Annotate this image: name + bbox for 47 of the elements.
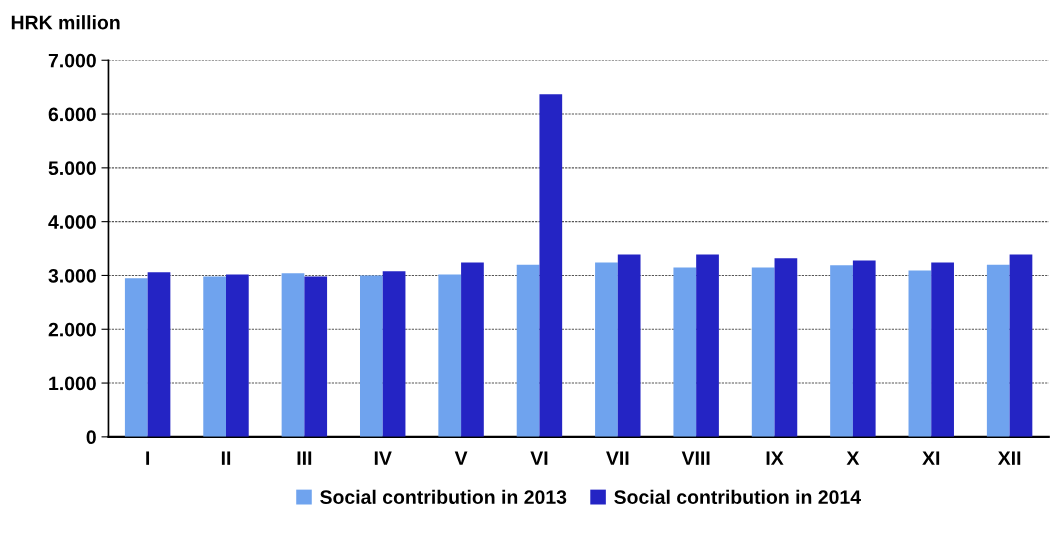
y-axis-title: HRK million [11,15,120,30]
bar [852,260,876,437]
y-tick-label: 5.000 [48,161,96,176]
y-tick-label: 1.000 [49,376,96,391]
x-tick-label: VIII [681,451,710,465]
bar [539,94,563,437]
bar [226,274,249,437]
bar [986,264,1010,437]
x-tick-label: XII [997,451,1021,465]
y-tick-label: 0 [86,430,96,445]
y-tick-label: 2.000 [48,322,96,337]
bar [438,274,462,437]
bar [124,278,148,437]
bar [360,275,383,437]
y-tick-label: 7.000 [48,53,96,68]
x-tick-label: IX [766,451,784,465]
bar [281,273,305,437]
y-tick-label: 3.000 [48,268,96,283]
bar [304,276,328,437]
bar [203,276,226,437]
x-tick-label: III [297,451,312,465]
y-tick-label: 4.000 [48,215,96,229]
bar [617,254,641,437]
x-tick-label: VII [606,451,629,465]
x-tick-label: IV [374,451,392,465]
bar [595,262,618,437]
legend-label: Social contribution in 2014 [614,489,861,505]
bar [673,267,697,437]
x-tick-label: II [221,451,231,465]
bar [751,267,775,437]
bar [382,271,406,437]
x-tick-label: VI [530,451,548,465]
bar [461,262,484,437]
x-tick-label: V [454,451,468,465]
bar [696,254,719,437]
x-tick-label: XI [922,451,940,465]
bar [931,262,954,437]
bar [830,265,853,437]
bar [147,272,171,437]
x-tick-label: X [846,451,860,465]
bar [516,264,540,437]
bar [1009,254,1033,437]
y-tick-label: 6.000 [48,107,96,122]
bar [774,258,798,437]
bar [908,270,932,437]
legend-label: Social contribution in 2013 [320,489,567,505]
x-tick-label: I [146,451,150,465]
